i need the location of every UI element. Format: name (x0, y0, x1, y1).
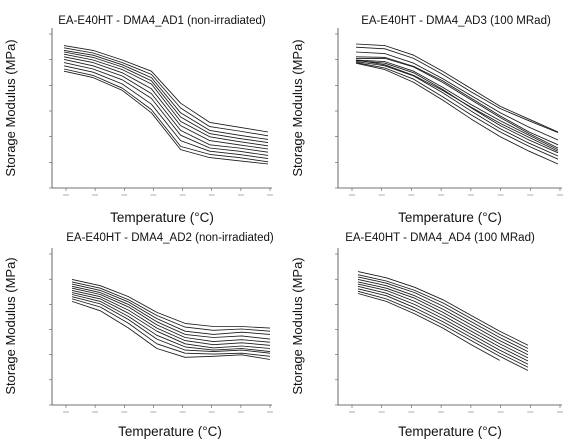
series-line-11 (355, 59, 559, 152)
series-line-7 (357, 285, 529, 365)
series-line-9 (63, 65, 269, 160)
series-line-11 (63, 70, 269, 165)
series-line-4 (357, 278, 529, 356)
series-line-10 (71, 298, 271, 357)
chart-title: EA-E40HT - DMA4_AD1 (non-irradiated) (58, 15, 266, 27)
series-line-3 (355, 51, 559, 141)
chart-title: EA-E40HT - DMA4_AD3 (100 MRad) (361, 15, 551, 27)
series-line-7 (71, 292, 271, 349)
axis-ticks (49, 253, 273, 413)
series-line-6 (71, 289, 271, 346)
series-line-4 (63, 51, 269, 144)
series-line-1 (63, 45, 269, 133)
series-line-9 (71, 296, 271, 354)
chart-panel-ad2: EA-E40HT - DMA4_AD2 (non-irradiated) Tem… (3, 232, 274, 439)
series-line-1 (355, 43, 559, 133)
x-axis-label: Temperature (°C) (398, 210, 502, 225)
axis-ticks (335, 253, 563, 413)
series-line-3 (63, 49, 269, 140)
series-line-4 (71, 285, 271, 340)
series-line-2 (355, 46, 559, 133)
series-line-6 (355, 59, 559, 150)
series-line-11 (71, 300, 271, 360)
chart-panel-ad4: EA-E40HT - DMA4_AD4 (100 MRad) Temperatu… (290, 232, 563, 439)
series-line-3 (71, 283, 271, 335)
series-line-3 (357, 276, 529, 352)
series-line-5 (63, 53, 269, 147)
series-line-9 (357, 290, 529, 371)
chart-title: EA-E40HT - DMA4_AD4 (100 MRad) (345, 232, 535, 244)
series-line-5 (71, 287, 271, 343)
series-line-1 (357, 271, 529, 346)
y-axis-label: Storage Modulus (MPa) (3, 39, 18, 176)
x-axis-label: Temperature (°C) (118, 424, 222, 439)
series-line-7 (63, 58, 269, 153)
series-line-1 (71, 278, 271, 329)
series-line-5 (357, 281, 529, 359)
axis-ticks (335, 33, 563, 196)
chart-axes (337, 28, 562, 189)
chart-panel-ad1: EA-E40HT - DMA4_AD1 (non-irradiated) Tem… (3, 15, 273, 225)
chart-axes (337, 248, 562, 406)
series-group (63, 45, 269, 165)
axis-ticks (49, 33, 273, 196)
series-line-6 (357, 283, 529, 362)
x-axis-label: Temperature (°C) (398, 424, 502, 439)
series-line-6 (63, 56, 269, 150)
series-group (357, 271, 529, 371)
series-line-4 (355, 56, 559, 146)
series-line-10 (355, 62, 559, 165)
series-group (355, 43, 559, 165)
series-line-2 (63, 47, 269, 137)
series-line-10 (63, 68, 269, 163)
y-axis-label: Storage Modulus (MPa) (3, 257, 18, 394)
series-line-7 (355, 60, 559, 154)
chart-title: EA-E40HT - DMA4_AD2 (non-irradiated) (66, 232, 274, 244)
series-line-5 (356, 57, 559, 149)
y-axis-label: Storage Modulus (MPa) (290, 39, 305, 176)
y-axis-label: Storage Modulus (MPa) (290, 257, 305, 394)
series-line-9 (355, 62, 559, 160)
chart-axes (51, 28, 272, 189)
series-line-8 (355, 61, 559, 157)
x-axis-label: Temperature (°C) (110, 210, 214, 225)
series-line-8 (71, 294, 271, 353)
series-group (71, 278, 271, 360)
series-line-8 (63, 62, 269, 156)
series-line-10 (357, 293, 500, 361)
chart-panel-ad3: EA-E40HT - DMA4_AD3 (100 MRad) Temperatu… (290, 15, 563, 225)
chart-axes (51, 248, 272, 406)
series-line-2 (71, 281, 271, 332)
series-line-8 (357, 288, 529, 368)
series-line-2 (357, 274, 529, 349)
